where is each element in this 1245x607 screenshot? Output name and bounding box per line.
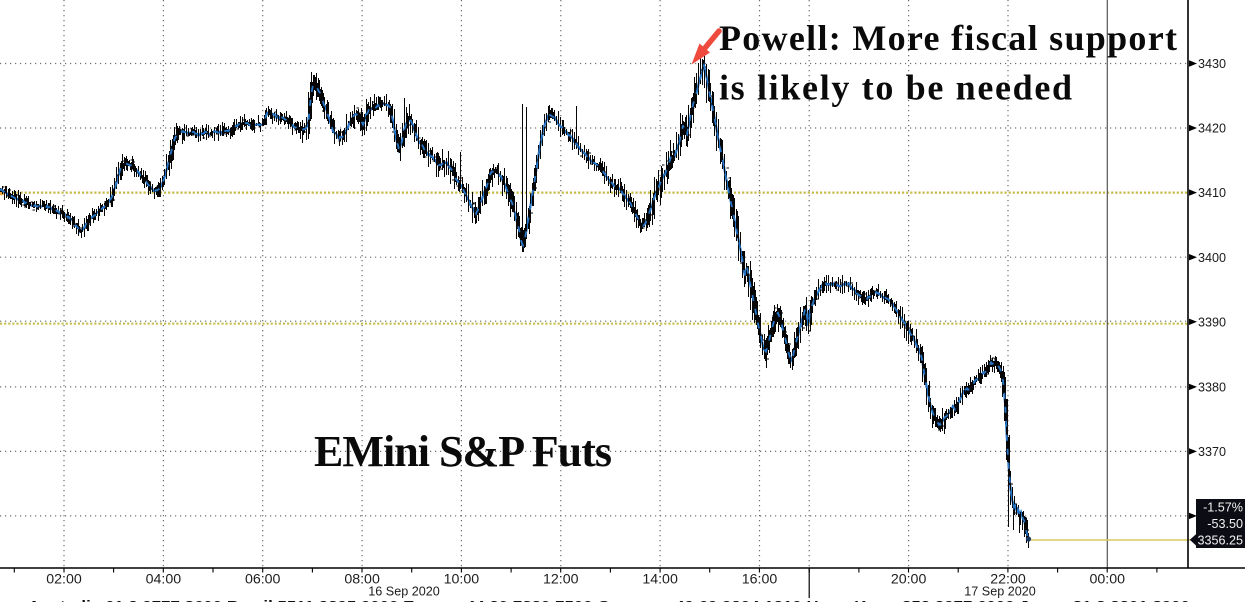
svg-text:12:00: 12:00 bbox=[543, 572, 579, 588]
svg-text:17 Sep 2020: 17 Sep 2020 bbox=[964, 585, 1035, 599]
svg-text:Powell: More fiscal support: Powell: More fiscal support bbox=[719, 18, 1177, 58]
svg-text:02:00: 02:00 bbox=[46, 572, 82, 588]
svg-text:3400: 3400 bbox=[1198, 251, 1226, 265]
svg-text:10:00: 10:00 bbox=[444, 572, 480, 588]
svg-text:3430: 3430 bbox=[1198, 57, 1226, 71]
svg-text:3420: 3420 bbox=[1198, 122, 1226, 136]
svg-text:-1.57%: -1.57% bbox=[1203, 501, 1243, 515]
svg-text:14:00: 14:00 bbox=[642, 572, 678, 588]
svg-text:3410: 3410 bbox=[1198, 186, 1226, 200]
svg-text:-53.50: -53.50 bbox=[1207, 517, 1243, 531]
svg-text:06:00: 06:00 bbox=[245, 572, 281, 588]
svg-text:22:00: 22:00 bbox=[990, 572, 1026, 588]
svg-text:3380: 3380 bbox=[1198, 381, 1226, 395]
svg-text:3390: 3390 bbox=[1198, 315, 1226, 329]
svg-text:20:00: 20:00 bbox=[891, 572, 927, 588]
svg-text:16 Sep 2020: 16 Sep 2020 bbox=[368, 585, 439, 599]
svg-text:Australia 61 2 9777 8600 Brazi: Australia 61 2 9777 8600 Brazil 5511 239… bbox=[28, 598, 1190, 602]
svg-text:3370: 3370 bbox=[1198, 445, 1226, 459]
svg-text:16:00: 16:00 bbox=[742, 572, 778, 588]
svg-text:04:00: 04:00 bbox=[146, 572, 182, 588]
svg-text:is likely to be needed: is likely to be needed bbox=[719, 68, 1072, 108]
svg-text:3356.25: 3356.25 bbox=[1197, 533, 1243, 547]
svg-text:00:00: 00:00 bbox=[1090, 572, 1126, 588]
svg-text:EMini S&P Futs: EMini S&P Futs bbox=[314, 427, 612, 476]
svg-text:08:00: 08:00 bbox=[344, 572, 380, 588]
